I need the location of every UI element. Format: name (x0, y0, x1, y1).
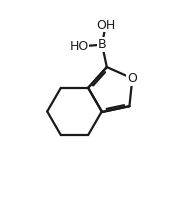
Text: O: O (127, 72, 137, 85)
Text: HO: HO (70, 40, 89, 53)
Text: OH: OH (96, 19, 115, 32)
Text: B: B (98, 38, 106, 51)
